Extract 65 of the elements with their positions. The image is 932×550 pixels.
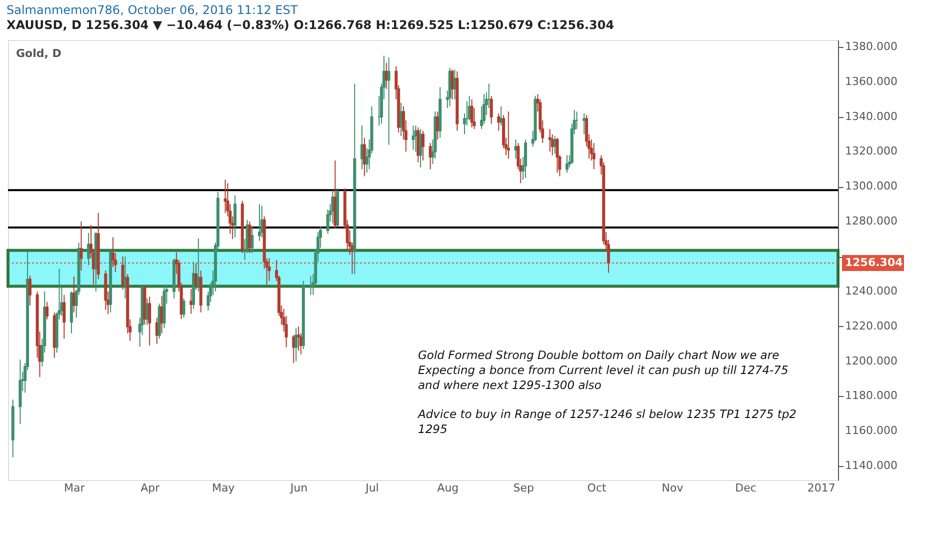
candlestick [412, 125, 415, 150]
candlestick [506, 111, 510, 160]
candlestick [268, 258, 271, 282]
x-tick-label: 2017 [807, 482, 836, 494]
y-tick-label: 1360.000 [845, 74, 898, 88]
x-tick-label: Oct [587, 482, 608, 494]
y-tick-label: 1380.000 [845, 40, 898, 53]
y-tick-label: 1300.000 [845, 180, 898, 193]
x-tick-label: Jun [289, 482, 308, 494]
x-tick-label: Nov [662, 482, 684, 494]
ref-line-label: 1256.304 [845, 256, 904, 269]
candlestick [194, 262, 198, 290]
candlestick [566, 154, 569, 174]
x-tick-label: Aug [437, 482, 459, 494]
candlestick [28, 275, 32, 306]
candlestick [46, 301, 49, 320]
candlestick [500, 106, 503, 126]
x-tick-label: Jul [364, 482, 379, 494]
y-tick-label: 1200.000 [845, 354, 898, 368]
candlestick [234, 194, 237, 238]
chart-subtitle: XAUUSD, D 1256.304 ▼ −10.464 (−0.83%) O:1266.768 H:1269.525 L:1250.679 C:1256.304 [6, 18, 614, 32]
candlestick [87, 232, 90, 266]
candlestick [490, 95, 493, 124]
y-tick-label: 1160.000 [845, 424, 898, 438]
candlestick [248, 221, 252, 254]
candlestick [258, 204, 261, 242]
candlestick [297, 326, 300, 352]
candlestick [582, 112, 586, 135]
candlestick [62, 294, 66, 340]
candlestick [556, 137, 559, 174]
candlestick [548, 128, 552, 152]
y-tick-label: 1140.000 [845, 459, 898, 472]
x-tick-label: Mar [64, 482, 86, 494]
y-tick-label: 1340.000 [845, 110, 898, 123]
x-tick-label: Sep [513, 482, 534, 494]
candlestick [121, 256, 124, 290]
y-tick-label: 1220.000 [845, 319, 898, 332]
candlestick [182, 298, 186, 318]
candlestick [224, 179, 227, 214]
y-tick-label: 1280.000 [845, 214, 898, 228]
y-tick-label: 1240.000 [845, 284, 898, 298]
candlestick [294, 328, 298, 362]
candlestick [470, 98, 474, 128]
candlestick [387, 56, 390, 146]
candlestick [80, 221, 83, 271]
x-tick-label: May [212, 482, 236, 494]
annotation: Gold, D [16, 47, 62, 60]
y-tick-label: 1180.000 [845, 389, 898, 402]
x-tick-label: Dec [735, 482, 756, 494]
candlestick [428, 142, 432, 170]
candlestick [422, 130, 424, 161]
candlestick [250, 226, 254, 254]
annotation: Gold Formed Strong Double bottom on Daily chart Now we are Expecting a bonce from Current level it can push up till 1274-75 and where next 1295-1300 also [418, 348, 788, 392]
candlestick [196, 238, 200, 292]
annotation: Advice to buy in Range of 1257-1246 sl below 1235 TP1 1275 tp2 1295 [417, 407, 796, 436]
candlestick [124, 256, 127, 299]
candlestick [362, 137, 366, 177]
chart-title: Salmanmemon786, October 06, 2016 11:12 EST [6, 3, 298, 17]
candlestick [148, 296, 152, 346]
x-tick-label: Apr [140, 482, 160, 494]
candlestick [190, 288, 193, 314]
candlestick [419, 128, 422, 168]
candlestick [592, 142, 596, 170]
candlestick [524, 139, 528, 178]
y-tick-label: 1320.000 [845, 144, 898, 158]
